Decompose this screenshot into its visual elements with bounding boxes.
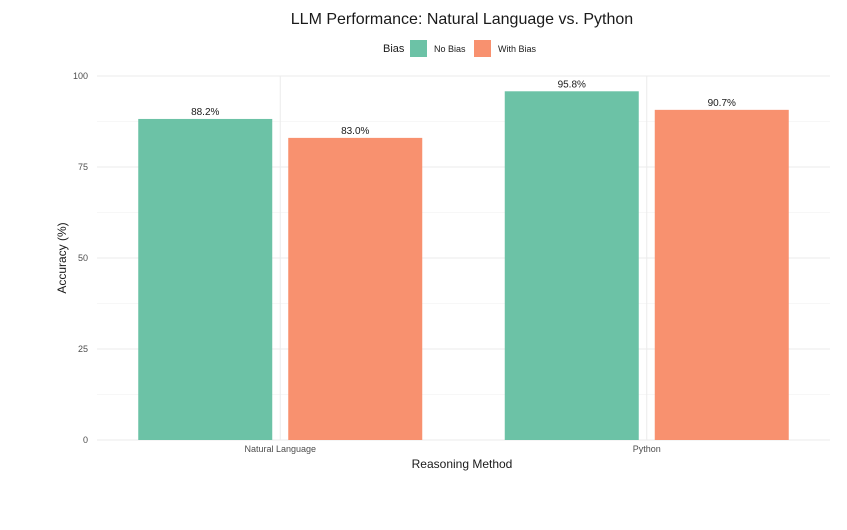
- x-tick-labels: Natural Language Python: [244, 444, 660, 454]
- bars: 88.2% 83.0% 95.8% 90.7%: [138, 79, 789, 441]
- x-tick-label: Python: [633, 444, 661, 454]
- legend-label-no-bias: No Bias: [434, 44, 466, 54]
- y-tick-label: 25: [78, 344, 88, 354]
- y-tick-label: 50: [78, 253, 88, 263]
- bar-no-bias: [504, 91, 639, 441]
- legend-swatch-with-bias: [474, 40, 491, 57]
- bar-value-label: 83.0%: [341, 126, 369, 137]
- bar-value-label: 88.2%: [191, 107, 219, 118]
- bar-with-bias: [654, 109, 789, 441]
- bar-value-label: 90.7%: [708, 98, 736, 109]
- y-tick-label: 0: [83, 435, 88, 445]
- legend-label-with-bias: With Bias: [498, 44, 537, 54]
- legend-swatch-no-bias: [410, 40, 427, 57]
- bar-value-label: 95.8%: [558, 79, 586, 90]
- x-axis-label: Reasoning Method: [412, 457, 513, 471]
- legend: Bias No Bias With Bias: [383, 40, 537, 57]
- y-axis-label: Accuracy (%): [55, 222, 69, 293]
- legend-title: Bias: [383, 43, 405, 55]
- y-tick-labels: 0 25 50 75 100: [73, 71, 88, 445]
- bar-with-bias: [288, 137, 423, 440]
- y-tick-label: 100: [73, 71, 88, 81]
- y-tick-label: 75: [78, 162, 88, 172]
- x-tick-label: Natural Language: [244, 444, 316, 454]
- bar-no-bias: [138, 118, 273, 441]
- chart-title: LLM Performance: Natural Language vs. Py…: [291, 11, 633, 28]
